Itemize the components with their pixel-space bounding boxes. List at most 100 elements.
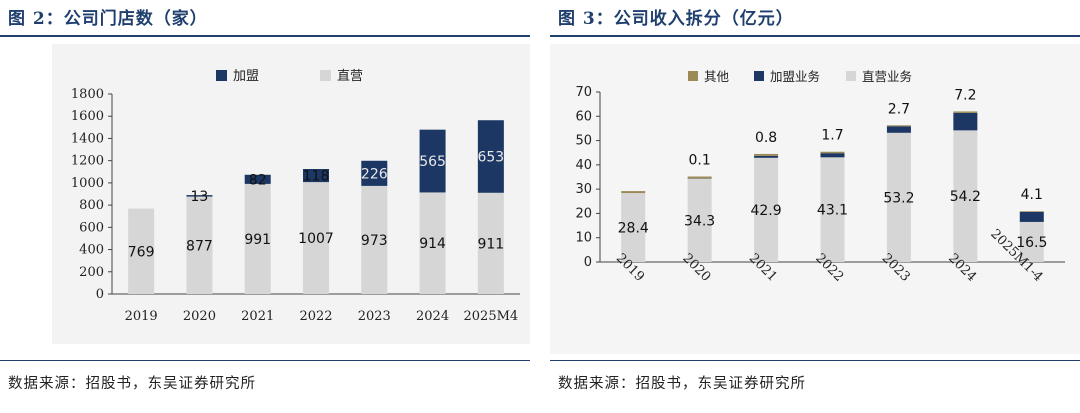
y-tick-label: 1600: [71, 109, 104, 124]
data-label-direct: 991: [244, 232, 271, 248]
data-label-franchise: 0.8: [755, 130, 777, 146]
data-label-franchise: 2.7: [888, 101, 910, 117]
bar-other-2023: [886, 125, 911, 127]
bar-franchise-2024: [953, 112, 978, 131]
bar-direct-2020: [186, 196, 213, 294]
y-tick-label: 800: [79, 198, 104, 213]
y-tick-label: 1800: [71, 87, 104, 102]
data-label-franchise: 565: [419, 154, 446, 170]
bar-direct-2022: [820, 157, 845, 262]
data-label-franchise: 4.1: [1021, 187, 1043, 203]
data-label-direct: 16.5: [1016, 235, 1047, 251]
y-tick-label: 40: [575, 158, 592, 173]
bar-other-2022: [820, 151, 845, 154]
y-tick-label: 200: [79, 265, 104, 280]
bar-other-2019: [621, 191, 646, 194]
data-label-franchise: 653: [477, 150, 504, 166]
title-rule: [550, 35, 1080, 37]
y-tick-label: 0: [584, 255, 592, 270]
y-tick-label: 30: [575, 182, 592, 197]
legend-label-direct: 直营: [337, 69, 363, 84]
bar-direct-2022: [303, 182, 329, 294]
data-label-direct: 34.3: [684, 213, 715, 229]
data-label-franchise: 82: [249, 172, 267, 188]
y-tick-label: 70: [575, 85, 592, 100]
x-tick-label: 2019: [125, 309, 158, 324]
data-label-direct: 769: [128, 244, 155, 260]
data-label-franchise: 1.7: [821, 128, 843, 144]
x-tick-label: 2024: [416, 309, 449, 324]
bar-other-2025M1-4: [1019, 211, 1044, 212]
title-rule: [0, 35, 530, 37]
legend-swatch-other: [688, 71, 698, 81]
bar-direct-2024: [953, 130, 978, 262]
figure-store-count: 图 2：公司门店数（家） 0 200 400 600 800 1000 1200 1400 16…: [0, 0, 530, 413]
bar-direct-2025M1-4: [1019, 221, 1044, 262]
data-label-direct: 42.9: [750, 203, 781, 219]
figure-title: 图 2：公司门店数（家）: [8, 9, 208, 29]
data-label-franchise: 7.2: [954, 87, 976, 103]
figure-revenue-split: 图 3：公司收入拆分（亿元） 0 10 20 30 40 50 60 70 其他 加盟业务 直营业务…: [550, 0, 1080, 413]
bar-direct-2023: [361, 185, 388, 294]
bar-franchise-2022: [303, 169, 329, 183]
bar-franchise-2023: [886, 126, 911, 133]
x-tick-label: 2023: [358, 309, 391, 324]
x-tick-label: 2022: [299, 309, 332, 324]
bar-other-2020: [687, 176, 712, 179]
legend-label-other: 其他: [704, 69, 730, 84]
bar-direct-2025M4: [477, 192, 504, 294]
data-source: 数据来源：招股书，东吴证券研究所: [558, 376, 806, 392]
bar-direct-2020: [687, 178, 712, 262]
source-rule: [550, 360, 1080, 361]
x-tick-label: 2021: [241, 309, 274, 324]
figure-title: 图 3：公司收入拆分（亿元）: [558, 9, 794, 29]
legend-label-franchise: 加盟业务: [770, 69, 820, 84]
data-label-direct: 43.1: [817, 203, 848, 219]
y-tick-label: 1200: [71, 154, 104, 169]
legend-swatch-direct: [846, 71, 856, 81]
data-label-direct: 911: [477, 236, 504, 252]
data-label-direct: 1007: [298, 231, 334, 247]
source-rule: [0, 360, 530, 361]
bar-direct-2024: [419, 192, 446, 294]
data-label-franchise: 0.1: [689, 153, 711, 169]
y-tick-label: 50: [575, 134, 592, 149]
x-tick-label: 2025M4: [464, 309, 519, 324]
y-tick-label: 600: [79, 220, 104, 235]
y-tick-label: 10: [575, 231, 592, 246]
bar-franchise-2022: [820, 153, 845, 158]
y-tick-label: 60: [575, 109, 592, 124]
data-source: 数据来源：招股书，东吴证券研究所: [8, 376, 256, 392]
bar-franchise-2021: [754, 155, 779, 158]
store-count-chart: 0 200 400 600 800 1000 1200 1400 1600 1800 加盟 直营 769…: [71, 69, 520, 324]
bar-franchise-2021: [244, 174, 271, 184]
bar-franchise-2020: [186, 195, 213, 197]
bar-direct-2019: [621, 193, 646, 262]
y-tick-label: 1400: [71, 131, 104, 146]
x-tick-label: 2020: [183, 309, 216, 324]
bar-franchise-2023: [361, 160, 388, 186]
data-label-direct: 28.4: [618, 221, 649, 237]
bar-franchise-2025M4: [477, 120, 504, 193]
bar-other-2021: [754, 153, 779, 156]
y-tick-label: 20: [575, 206, 592, 221]
y-tick-label: 0: [96, 287, 104, 302]
bar-direct-2021: [244, 183, 271, 294]
data-label-direct: 877: [186, 238, 213, 254]
data-label-franchise: 226: [361, 166, 388, 182]
legend-swatch-franchise: [216, 70, 227, 81]
legend-label-franchise: 加盟: [233, 69, 259, 84]
legend-swatch-franchise: [754, 71, 764, 81]
y-tick-label: 1000: [71, 176, 104, 191]
data-label-franchise: 118: [303, 169, 330, 185]
data-label-direct: 54.2: [950, 189, 981, 205]
bar-direct-2019: [128, 208, 155, 294]
data-label-franchise: 13: [191, 189, 209, 205]
y-tick-label: 400: [79, 243, 104, 258]
bar-franchise-2024: [419, 129, 446, 193]
bar-franchise-2025M1-4: [1019, 211, 1044, 222]
bar-direct-2021: [754, 157, 779, 262]
bar-other-2024: [953, 111, 978, 113]
data-label-direct: 53.2: [883, 190, 914, 206]
